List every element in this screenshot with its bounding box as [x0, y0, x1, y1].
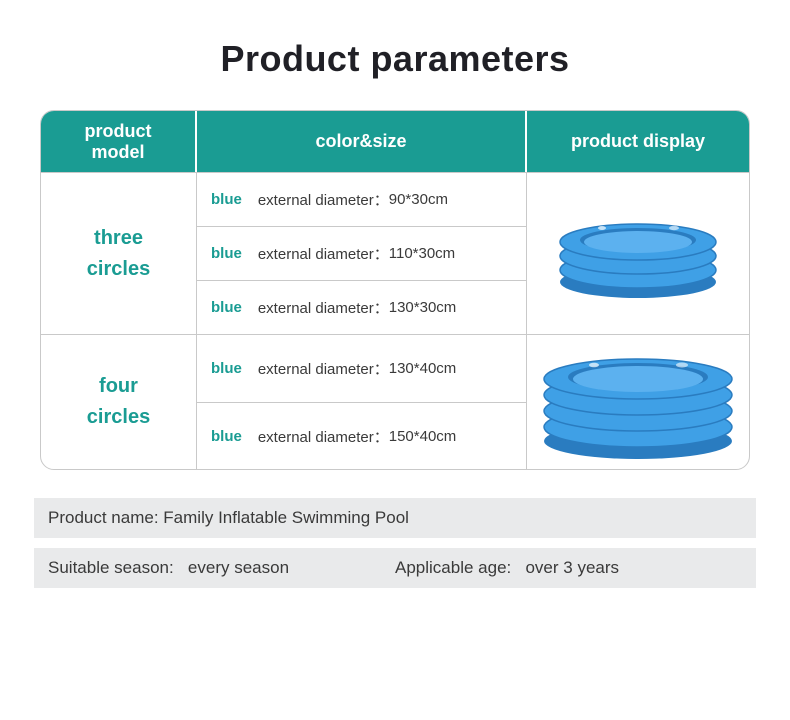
size-cell: blue external diameter： 110*30cm [197, 226, 526, 280]
display-cell [527, 335, 749, 469]
model-cell: four circles [41, 335, 197, 469]
size-ext-label: external diameter： [258, 426, 389, 447]
size-value: 110*30cm [389, 245, 455, 262]
size-color: blue [211, 428, 242, 445]
size-ext-label: external diameter： [258, 297, 389, 318]
table-header-row: product model color&size product display [41, 111, 749, 172]
th-color-size: color&size [197, 111, 527, 172]
size-cell: blue external diameter： 130*30cm [197, 280, 526, 334]
size-ext-label: external diameter： [258, 243, 389, 264]
size-ext-label: external diameter： [258, 189, 389, 210]
info-age-label: Applicable age: [395, 558, 511, 577]
sizes-col: blue external diameter： 90*30cm blue ext… [197, 173, 527, 334]
display-cell [527, 173, 749, 334]
info-product-name-value: Family Inflatable Swimming Pool [163, 508, 409, 528]
section-four-circles: four circles blue external diameter： 130… [41, 334, 749, 469]
size-cell: blue external diameter： 90*30cm [197, 173, 526, 226]
size-value: 150*40cm [389, 428, 457, 445]
th-product-model: product model [41, 111, 197, 172]
size-color: blue [211, 191, 242, 208]
info-season-label: Suitable season: [48, 558, 174, 577]
info-age-value: over 3 years [525, 558, 619, 577]
info-season-value: every season [188, 558, 289, 577]
size-value: 130*30cm [389, 299, 457, 316]
size-color: blue [211, 245, 242, 262]
size-color: blue [211, 360, 242, 377]
sizes-col: blue external diameter： 130*40cm blue ex… [197, 335, 527, 469]
section-three-circles: three circles blue external diameter： 90… [41, 172, 749, 334]
page-title: Product parameters [0, 38, 790, 80]
info-bars: Product name: Family Inflatable Swimming… [34, 498, 756, 588]
info-bar-extra: Suitable season: every season Applicable… [34, 548, 756, 588]
model-cell: three circles [41, 173, 197, 334]
size-color: blue [211, 299, 242, 316]
size-cell: blue external diameter： 130*40cm [197, 335, 526, 402]
pool-three-rings-icon [554, 208, 722, 300]
size-value: 130*40cm [389, 360, 457, 377]
pool-four-rings-icon [538, 343, 738, 461]
size-ext-label: external diameter： [258, 358, 389, 379]
info-bar-product-name: Product name: Family Inflatable Swimming… [34, 498, 756, 538]
product-table: product model color&size product display… [40, 110, 750, 470]
th-product-display: product display [527, 111, 749, 172]
size-value: 90*30cm [389, 191, 448, 208]
info-product-name-label: Product name: [48, 508, 159, 528]
size-cell: blue external diameter： 150*40cm [197, 402, 526, 470]
